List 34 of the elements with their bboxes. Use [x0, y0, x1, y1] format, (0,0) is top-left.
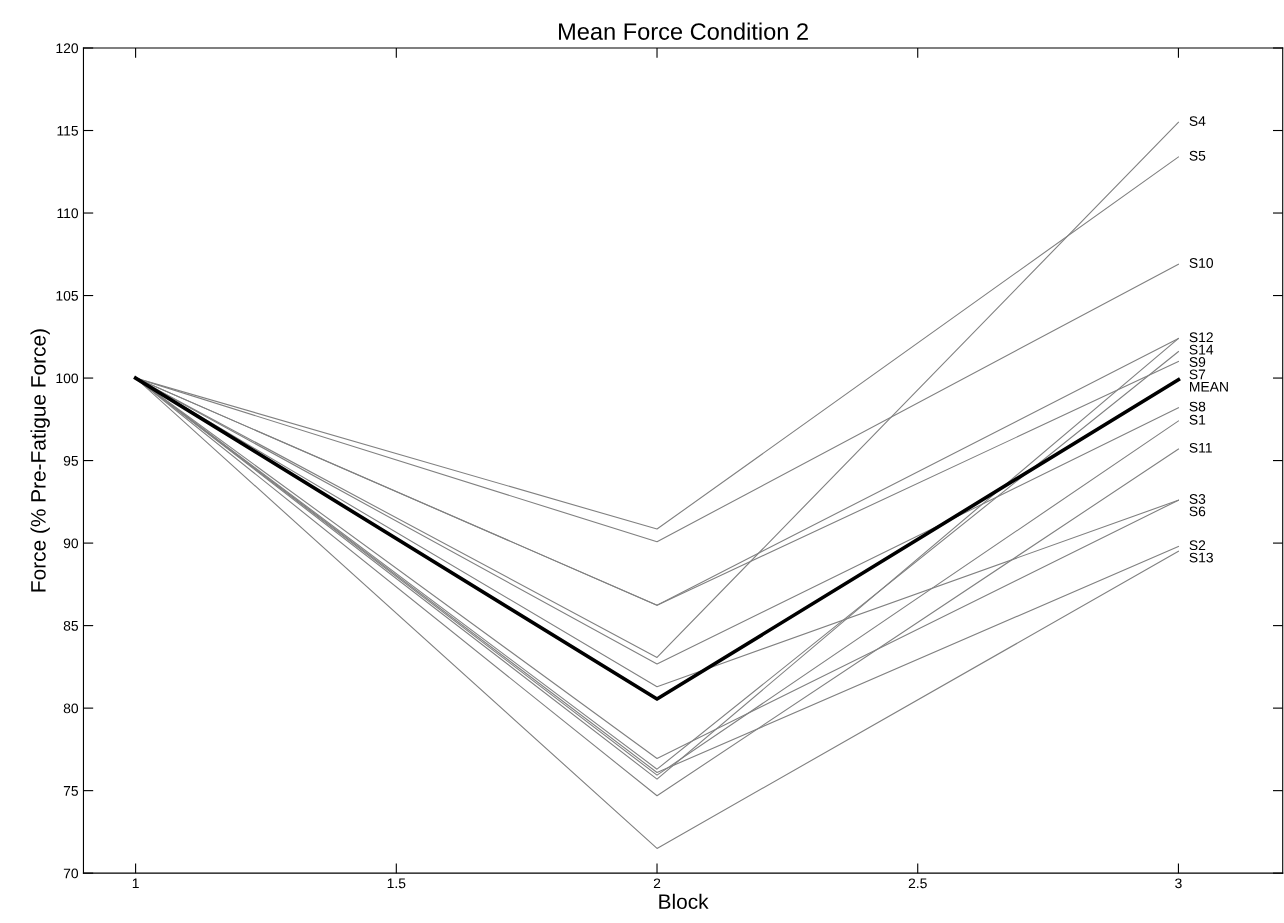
series-label: S6 — [1189, 506, 1206, 517]
series-label: S9 — [1189, 357, 1206, 367]
series-label: S14 — [1189, 344, 1214, 355]
x-tick-label: 2 — [653, 878, 661, 889]
y-tick-label: 85 — [63, 620, 79, 631]
y-tick-label: 100 — [56, 373, 79, 384]
y-tick-label: 75 — [63, 786, 79, 796]
y-tick-label: 80 — [63, 703, 79, 714]
x-tick-label: 2.5 — [908, 878, 927, 889]
x-tick-label: 1 — [132, 878, 139, 889]
y-tick-label: 110 — [57, 208, 79, 219]
series-label: S13 — [1189, 552, 1213, 563]
series-label: S8 — [1189, 401, 1206, 412]
y-axis-title: Force (% Pre-Fatigue Force) — [30, 329, 50, 592]
y-tick-label: 120 — [56, 43, 79, 54]
y-tick-label: 90 — [63, 538, 79, 549]
series-label: S3 — [1189, 494, 1206, 504]
series-label: S11 — [1189, 442, 1212, 453]
series-label: MEAN — [1190, 382, 1228, 392]
y-tick-label: 95 — [63, 455, 79, 466]
series-label: S4 — [1189, 116, 1206, 126]
x-tick-label: 1.5 — [387, 878, 406, 889]
series-label: S7 — [1189, 369, 1206, 380]
x-tick-label: 3 — [1175, 878, 1182, 889]
x-axis-title: Block — [659, 893, 709, 910]
y-tick-label: 70 — [63, 868, 79, 879]
y-tick-label: 105 — [56, 290, 79, 301]
series-label: S2 — [1189, 540, 1206, 551]
series-label: S1 — [1189, 414, 1206, 425]
chart-title: Mean Force Condition 2 — [559, 22, 808, 40]
y-tick-label: 115 — [57, 125, 79, 136]
series-label: S10 — [1189, 258, 1214, 268]
series-label: S5 — [1189, 150, 1206, 161]
series-label: S12 — [1189, 332, 1213, 343]
